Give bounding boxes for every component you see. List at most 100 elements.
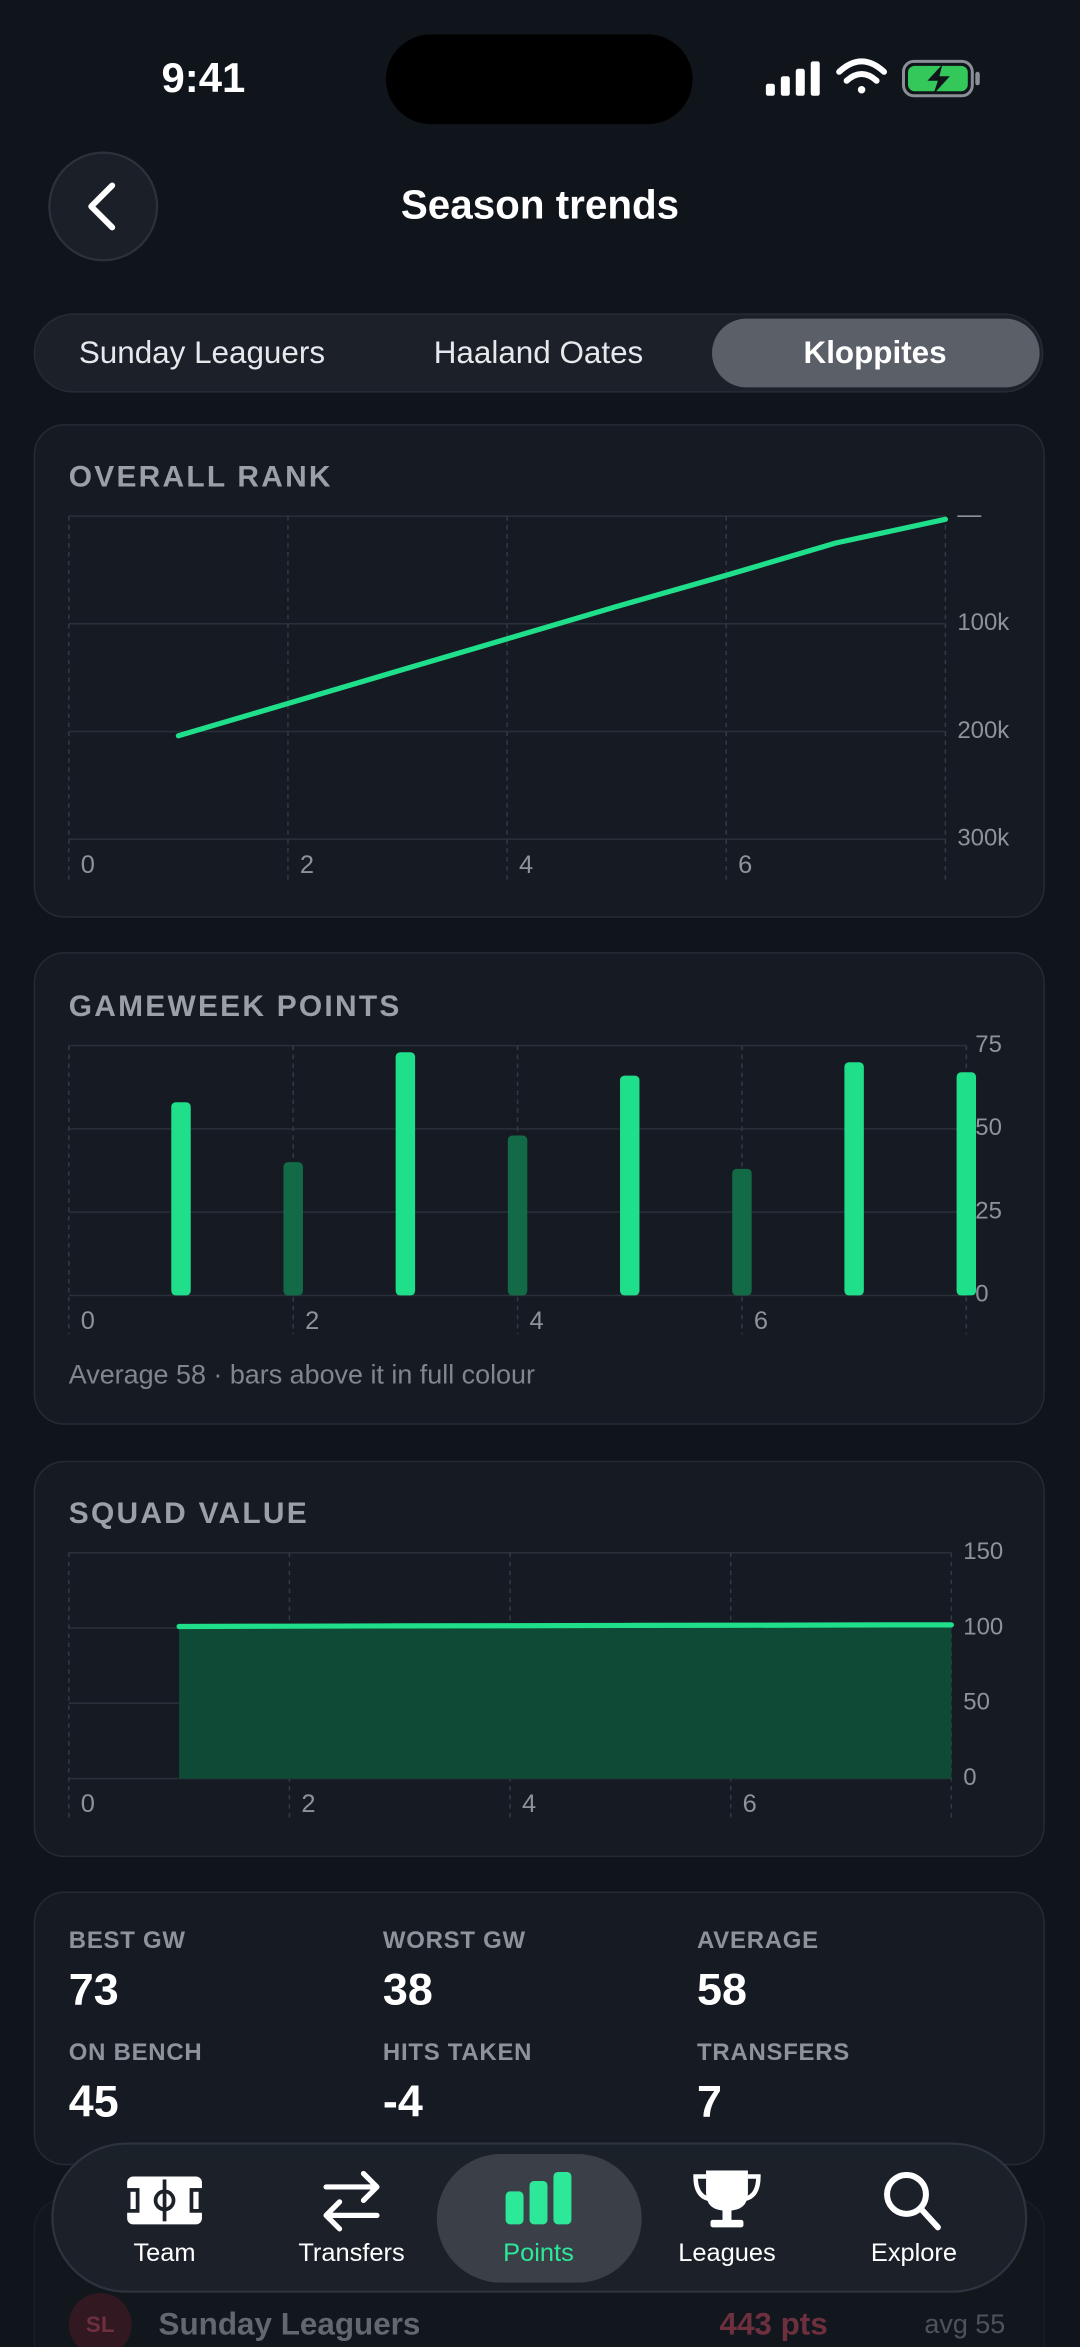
x-tick-label: 2 (300, 851, 314, 879)
stat-label: AVERAGE (697, 1927, 819, 1954)
back-button-part (88, 182, 116, 231)
explore-icon (884, 2171, 941, 2231)
nav-item[interactable]: Transfers (298, 2239, 404, 2267)
y-tick-label: 300k (957, 825, 1009, 852)
rank-line (175, 516, 948, 739)
x-tick-label: 4 (530, 1307, 544, 1335)
bar (844, 1062, 864, 1296)
team-icon-part (189, 2188, 203, 2213)
signal-icon-part (795, 68, 805, 96)
wifi-icon (836, 58, 888, 94)
x-tick-label: 4 (519, 851, 533, 879)
y-tick-label: 75 (975, 1031, 1002, 1058)
wifi-icon-part (843, 71, 880, 84)
y-tick-label: 0 (975, 1281, 988, 1308)
stat-value: 7 (697, 2076, 722, 2127)
x-tick-label: 4 (522, 1790, 536, 1818)
league-badge-text: SL (86, 2312, 115, 2337)
chart-title: SQUAD VALUE (69, 1497, 309, 1530)
tab[interactable]: Kloppites (804, 335, 947, 370)
chart-title: GAMEWEEK POINTS (69, 990, 402, 1023)
x-tick-label: 0 (81, 851, 95, 879)
y-tick-label: 0 (963, 1764, 976, 1791)
league-badge (68, 2293, 132, 2347)
stat-value: 73 (69, 1963, 119, 2014)
points-icon-part (553, 2171, 572, 2225)
tabs: Sunday Leaguers Haaland Oates Kloppites (79, 335, 947, 370)
team-icon-part (153, 2189, 176, 2212)
nav-item[interactable]: Team (133, 2239, 195, 2267)
y-tick-label: — (957, 501, 981, 528)
team-icon (126, 2176, 203, 2225)
leagues-icon-part (722, 2209, 732, 2222)
leagues-icon (693, 2170, 761, 2228)
points-icon (505, 2171, 572, 2225)
transfers-icon-part (323, 2170, 380, 2204)
x-tick-label: 2 (305, 1307, 319, 1335)
stat-value: 58 (697, 1963, 747, 2014)
tab[interactable]: Haaland Oates (434, 335, 644, 370)
points-icon-part (505, 2191, 524, 2225)
signal-icon-part (765, 83, 775, 96)
screen-title: Season trends (401, 182, 679, 228)
nav-item[interactable]: Points (503, 2239, 574, 2267)
stats: BEST GW 73 WORST GW 38 AVERAGE 58 ON BENCH 45 HI… (69, 1927, 850, 2127)
stat-value: -4 (383, 2076, 423, 2127)
y-tick-label: 100k (957, 609, 1009, 636)
bar (620, 1075, 640, 1296)
x-tick-label: 6 (743, 1790, 757, 1818)
stat-label: TRANSFERS (697, 2039, 850, 2066)
explore-icon-part (884, 2171, 929, 2217)
battery-icon-part (975, 71, 980, 86)
card (33, 952, 1045, 1425)
tab[interactable]: Sunday Leaguers (79, 335, 325, 370)
stats-card (33, 1891, 1045, 2166)
bar (171, 1102, 191, 1296)
nav-item[interactable]: Explore (871, 2239, 957, 2267)
bar (395, 1052, 416, 1296)
x-tick-label: 6 (738, 851, 752, 879)
leagues-icon-part (710, 2219, 744, 2228)
value-line (176, 1622, 954, 1630)
card (33, 424, 1045, 918)
stat-value: 45 (69, 2076, 119, 2127)
chart-note: Average 58 · bars above it in full colou… (69, 1359, 535, 1389)
y-tick-label: 25 (975, 1197, 1002, 1224)
bar (507, 1135, 528, 1296)
signal-icon-part (810, 61, 820, 96)
y-tick-label: 150 (963, 1538, 1003, 1565)
stat-label: ON BENCH (69, 2039, 203, 2066)
dynamic-island (385, 34, 693, 125)
leagues-icon-part (706, 2170, 748, 2211)
x-tick-label: 2 (301, 1790, 315, 1818)
transfers-icon-part (323, 2199, 380, 2232)
stat-label: BEST GW (69, 1927, 186, 1954)
bar (732, 1168, 752, 1296)
nav-item[interactable]: Leagues (678, 2239, 775, 2267)
stat-value: 38 (383, 1963, 433, 2014)
x-tick-label: 0 (81, 1790, 95, 1818)
y-tick-label: 200k (957, 717, 1009, 744)
stat-label: HITS TAKEN (383, 2039, 532, 2066)
bar (956, 1072, 977, 1296)
signal-icon (765, 61, 820, 96)
signal-icon-part (780, 76, 790, 96)
league-name: Sunday Leaguers (159, 2306, 421, 2341)
transfers-icon (323, 2170, 380, 2232)
x-tick-label: 0 (81, 1307, 95, 1335)
back-button-part (48, 151, 159, 262)
back-button[interactable] (48, 151, 159, 262)
battery-icon-part (901, 59, 974, 98)
wifi-icon-part (857, 86, 866, 94)
team-icon-part (126, 2188, 140, 2213)
wifi-icon-part (836, 58, 888, 75)
league-average: avg 55 (924, 2309, 1005, 2339)
active-tab-pill (712, 318, 1040, 388)
value-area (179, 1624, 952, 1779)
y-tick-label: 50 (975, 1114, 1002, 1141)
x-tick-label: 6 (754, 1307, 768, 1335)
status-time: 9:41 (162, 54, 246, 101)
bar (283, 1162, 303, 1296)
leagues-icon-part (693, 2174, 761, 2202)
